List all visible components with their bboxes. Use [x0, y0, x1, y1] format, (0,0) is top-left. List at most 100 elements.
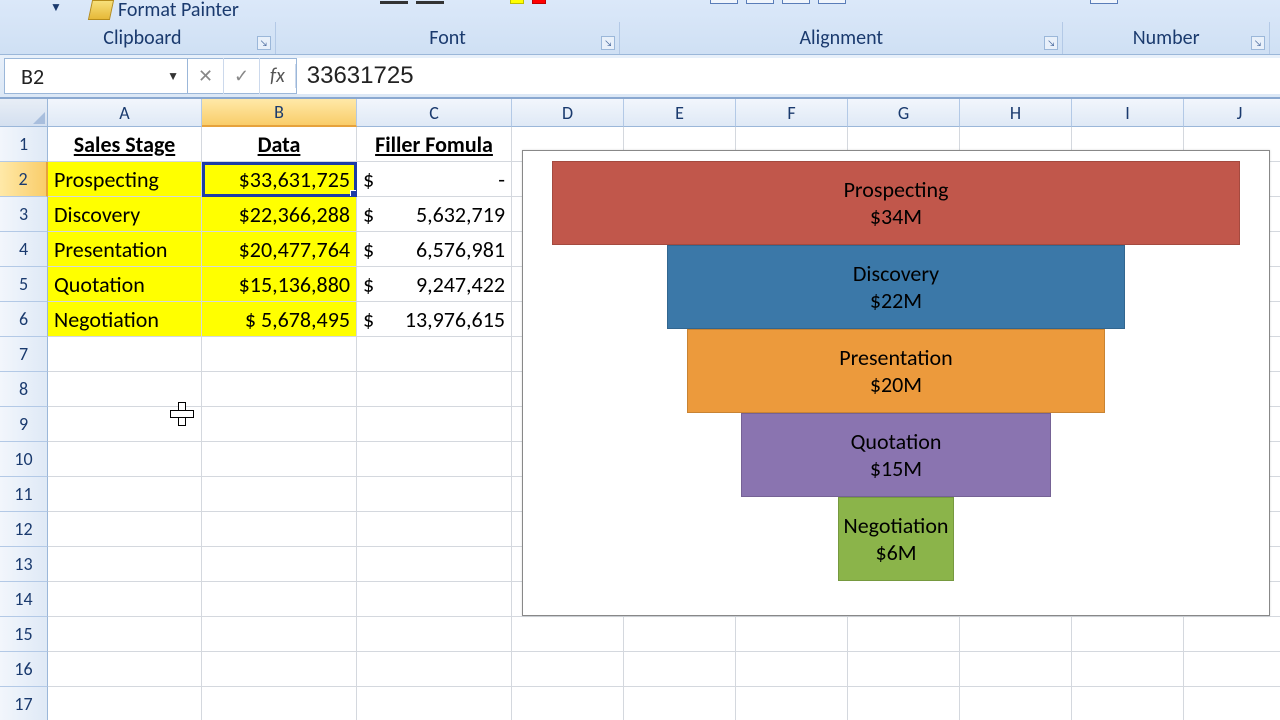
dialog-launcher-icon[interactable]: ↘: [1251, 36, 1265, 50]
merge-icon[interactable]: [818, 0, 846, 4]
cell-A12[interactable]: [48, 512, 202, 547]
cell-G15[interactable]: [848, 617, 960, 652]
column-header-J[interactable]: J: [1184, 99, 1280, 127]
border-icon[interactable]: [380, 0, 408, 4]
cell-G17[interactable]: [848, 687, 960, 720]
funnel-bar-negotiation[interactable]: Negotiation$6M: [838, 497, 954, 581]
cell-C8[interactable]: [357, 372, 512, 407]
column-header-H[interactable]: H: [960, 99, 1072, 127]
cell-J15[interactable]: [1184, 617, 1280, 652]
column-header-G[interactable]: G: [848, 99, 960, 127]
cell-C6[interactable]: $13,976,615: [357, 302, 512, 337]
cell-A3[interactable]: Discovery: [48, 197, 202, 232]
align-icon-1[interactable]: [710, 0, 738, 4]
cell-E17[interactable]: [624, 687, 736, 720]
cell-C9[interactable]: [357, 407, 512, 442]
cell-C5[interactable]: $9,247,422: [357, 267, 512, 302]
cell-E15[interactable]: [624, 617, 736, 652]
cell-H17[interactable]: [960, 687, 1072, 720]
cell-C13[interactable]: [357, 547, 512, 582]
row-header-14[interactable]: 14: [0, 582, 48, 617]
cell-C14[interactable]: [357, 582, 512, 617]
cell-H15[interactable]: [960, 617, 1072, 652]
cell-A1[interactable]: Sales Stage: [48, 127, 202, 162]
cell-B5[interactable]: $15,136,880: [202, 267, 357, 302]
cell-F15[interactable]: [736, 617, 848, 652]
worksheet-grid[interactable]: ABCDEFGHIJ 1234567891011121314151617 Sal…: [0, 99, 1280, 720]
number-format-icon[interactable]: [1090, 0, 1118, 4]
funnel-bar-discovery[interactable]: Discovery$22M: [667, 245, 1125, 329]
dialog-launcher-icon[interactable]: ↘: [1044, 36, 1058, 50]
cell-B12[interactable]: [202, 512, 357, 547]
cell-A10[interactable]: [48, 442, 202, 477]
name-box-dropdown-icon[interactable]: ▼: [167, 69, 179, 84]
cell-B8[interactable]: [202, 372, 357, 407]
row-header-1[interactable]: 1: [0, 127, 48, 162]
formula-input[interactable]: [297, 58, 1280, 94]
row-header-12[interactable]: 12: [0, 512, 48, 547]
funnel-bar-presentation[interactable]: Presentation$20M: [687, 329, 1105, 413]
cell-D17[interactable]: [512, 687, 624, 720]
cell-E16[interactable]: [624, 652, 736, 687]
column-header-E[interactable]: E: [624, 99, 736, 127]
cell-C15[interactable]: [357, 617, 512, 652]
cell-A15[interactable]: [48, 617, 202, 652]
font-color-icon[interactable]: [532, 0, 546, 4]
cell-J17[interactable]: [1184, 687, 1280, 720]
fill-color-icon[interactable]: [510, 0, 524, 4]
row-header-5[interactable]: 5: [0, 267, 48, 302]
funnel-bar-quotation[interactable]: Quotation$15M: [741, 413, 1051, 497]
column-header-A[interactable]: A: [48, 99, 202, 127]
cell-C17[interactable]: [357, 687, 512, 720]
row-header-2[interactable]: 2: [0, 162, 48, 197]
select-all-button[interactable]: [0, 99, 48, 127]
cell-A4[interactable]: Presentation: [48, 232, 202, 267]
cell-I15[interactable]: [1072, 617, 1184, 652]
align-icon-2[interactable]: [746, 0, 774, 4]
cell-A6[interactable]: Negotiation: [48, 302, 202, 337]
cell-B15[interactable]: [202, 617, 357, 652]
name-box[interactable]: B2 ▼: [4, 58, 188, 94]
cell-C16[interactable]: [357, 652, 512, 687]
cell-B9[interactable]: [202, 407, 357, 442]
cell-D15[interactable]: [512, 617, 624, 652]
dialog-launcher-icon[interactable]: ↘: [257, 36, 271, 50]
cell-A11[interactable]: [48, 477, 202, 512]
row-header-8[interactable]: 8: [0, 372, 48, 407]
paste-dropdown-icon[interactable]: ▼: [50, 0, 62, 15]
fx-label[interactable]: fx: [260, 64, 296, 88]
column-header-B[interactable]: B: [202, 99, 357, 127]
cell-I16[interactable]: [1072, 652, 1184, 687]
cell-A7[interactable]: [48, 337, 202, 372]
cancel-icon[interactable]: ✕: [188, 58, 224, 94]
cell-D16[interactable]: [512, 652, 624, 687]
cell-C11[interactable]: [357, 477, 512, 512]
row-header-15[interactable]: 15: [0, 617, 48, 652]
cell-A2[interactable]: Prospecting: [48, 162, 202, 197]
cell-B13[interactable]: [202, 547, 357, 582]
underline-icon[interactable]: [416, 0, 444, 4]
funnel-bar-prospecting[interactable]: Prospecting$34M: [552, 161, 1240, 245]
row-header-7[interactable]: 7: [0, 337, 48, 372]
cell-G16[interactable]: [848, 652, 960, 687]
cell-B16[interactable]: [202, 652, 357, 687]
cell-A9[interactable]: [48, 407, 202, 442]
cell-B6[interactable]: $ 5,678,495: [202, 302, 357, 337]
cell-B1[interactable]: Data: [202, 127, 357, 162]
cell-C4[interactable]: $6,576,981: [357, 232, 512, 267]
cell-A17[interactable]: [48, 687, 202, 720]
cell-C7[interactable]: [357, 337, 512, 372]
cell-B17[interactable]: [202, 687, 357, 720]
row-header-11[interactable]: 11: [0, 477, 48, 512]
cell-C10[interactable]: [357, 442, 512, 477]
column-header-F[interactable]: F: [736, 99, 848, 127]
cell-I17[interactable]: [1072, 687, 1184, 720]
cell-B2[interactable]: $33,631,725: [202, 162, 357, 197]
row-header-13[interactable]: 13: [0, 547, 48, 582]
cell-C3[interactable]: $5,632,719: [357, 197, 512, 232]
cell-A16[interactable]: [48, 652, 202, 687]
enter-icon[interactable]: ✓: [224, 58, 260, 94]
cell-F17[interactable]: [736, 687, 848, 720]
column-header-C[interactable]: C: [357, 99, 512, 127]
funnel-chart[interactable]: Prospecting$34MDiscovery$22MPresentation…: [522, 150, 1270, 616]
